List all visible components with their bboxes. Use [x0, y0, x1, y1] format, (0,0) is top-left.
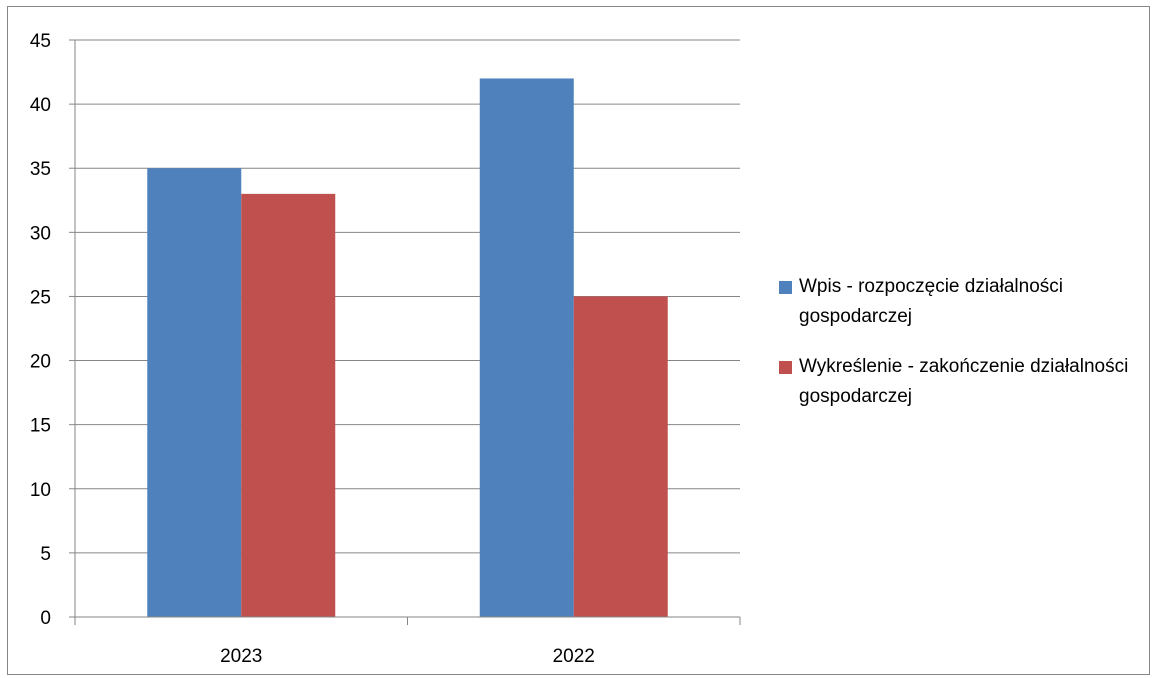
legend-item-series-2: Wykreślenie - zakończenie działalności g… — [779, 352, 1149, 412]
y-tick-label: 35 — [30, 159, 51, 180]
legend: Wpis - rozpoczęcie działalności gospodar… — [779, 272, 1149, 432]
bar-2022-series-2 — [573, 296, 668, 617]
x-tick-label: 2023 — [220, 646, 262, 667]
y-tick-label: 20 — [30, 352, 51, 373]
y-tick-label: 5 — [40, 544, 51, 565]
y-tick-label: 25 — [30, 287, 51, 308]
y-tick-labels: 0 5 10 15 20 25 30 35 40 45 — [30, 31, 51, 629]
legend-swatch-series-1 — [779, 281, 792, 294]
legend-label-series-1: Wpis - rozpoczęcie działalności gospodar… — [799, 276, 1063, 327]
x-tick-labels: 2023 2022 — [220, 646, 595, 667]
bar-2023-series-1 — [147, 168, 242, 617]
bar-2023-series-2 — [241, 193, 336, 617]
x-tick-label: 2022 — [553, 646, 595, 667]
legend-label-series-2: Wykreślenie - zakończenie działalności g… — [799, 356, 1129, 407]
y-tick-label: 30 — [30, 223, 51, 244]
axes — [69, 39, 741, 625]
bars — [147, 78, 668, 617]
y-tick-label: 45 — [30, 31, 51, 52]
y-tick-label: 15 — [30, 416, 51, 437]
y-tick-label: 10 — [30, 480, 51, 501]
y-tick-label: 40 — [30, 95, 51, 116]
y-tick-label: 0 — [40, 608, 51, 629]
legend-item-series-1: Wpis - rozpoczęcie działalności gospodar… — [779, 272, 1149, 332]
bar-2022-series-1 — [479, 78, 574, 617]
legend-swatch-series-2 — [779, 361, 792, 374]
